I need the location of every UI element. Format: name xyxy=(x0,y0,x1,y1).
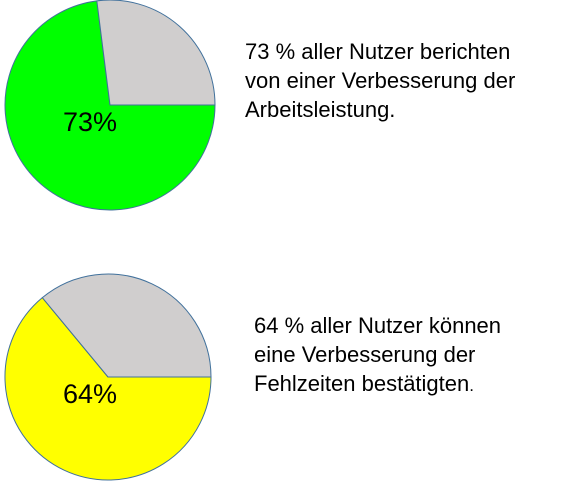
pie-slice-rest xyxy=(41,273,212,378)
statement-line: von einer Verbesserung der xyxy=(245,68,516,93)
pie-chart-absenteeism: 64% xyxy=(4,273,212,481)
statement-absenteeism: 64 % aller Nutzer können eine Verbesseru… xyxy=(254,311,554,400)
statement-line: Arbeitsleistung. xyxy=(245,97,396,122)
statement-line: 64 % aller Nutzer können xyxy=(254,313,502,338)
statement-trailing-period: . xyxy=(469,376,474,395)
pie-data-label: 73% xyxy=(63,107,117,137)
statement-line-text: Fehlzeiten bestätigten xyxy=(254,371,470,396)
statement-line: eine Verbesserung der xyxy=(254,342,476,367)
statement-line: 73 % aller Nutzer berichten xyxy=(245,39,511,64)
pie-data-label: 64% xyxy=(63,379,117,409)
pie-slice-rest xyxy=(96,0,216,106)
statement-line: Fehlzeiten bestätigten. xyxy=(254,369,554,400)
pie-chart-work-performance: 73% xyxy=(4,0,216,211)
statement-work-performance: 73 % aller Nutzer berichten von einer Ve… xyxy=(245,37,555,124)
pie-slice-value xyxy=(4,297,212,481)
